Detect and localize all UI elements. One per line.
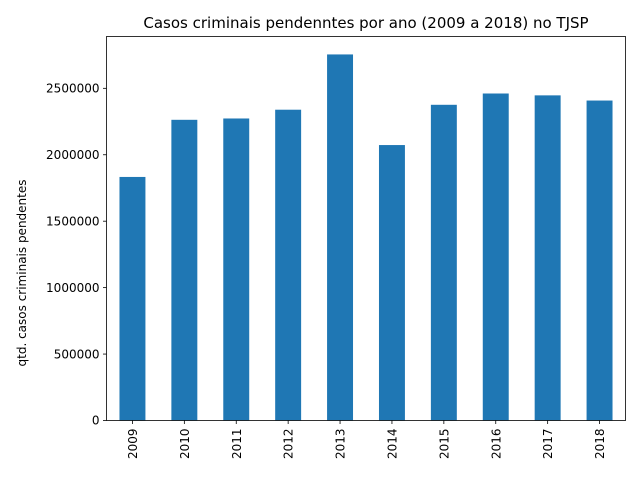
bar-2018: [586, 100, 613, 421]
y-tick-label: 0: [92, 414, 100, 428]
bar-2017: [534, 95, 561, 421]
bar-2013: [327, 54, 354, 421]
x-tick-label-2011: 2011: [230, 429, 244, 460]
y-axis-label: qtd. casos criminais pendentes: [15, 180, 29, 367]
chart-title: Casos criminais pendenntes por ano (2009…: [143, 14, 588, 32]
y-tick-label: 500000: [54, 347, 100, 361]
y-tick-label: 2500000: [46, 82, 99, 96]
bars-group: [119, 54, 613, 421]
bar-2011: [223, 118, 250, 421]
x-tick-label-2012: 2012: [282, 429, 296, 460]
bar-2012: [275, 109, 302, 421]
y-tick-label: 1000000: [46, 281, 99, 295]
x-tick-label-2014: 2014: [385, 429, 399, 460]
y-ticks-group: 0 500000 1000000 1500000 2000000 2500000: [46, 82, 107, 428]
x-tick-label-2017: 2017: [541, 429, 555, 460]
x-tick-label-2009: 2009: [126, 429, 140, 460]
bar-2014: [378, 145, 405, 421]
bar-2015: [430, 104, 457, 421]
bar-2016: [482, 93, 509, 421]
y-tick-label: 2000000: [46, 148, 99, 162]
y-tick-label: 1500000: [46, 214, 99, 228]
x-tick-label-2015: 2015: [437, 429, 451, 460]
x-tick-label-2013: 2013: [334, 429, 348, 460]
x-tick-label-2010: 2010: [178, 429, 192, 460]
bar-2010: [171, 119, 198, 421]
x-tick-label-2016: 2016: [489, 429, 503, 460]
bar-2009: [119, 176, 146, 421]
x-tick-label-2018: 2018: [593, 429, 607, 460]
plot-frame: [106, 36, 626, 421]
x-ticks-group: 2009 2010 2011 2012 2013 2014 2015 2016 2017 2018: [126, 420, 607, 460]
